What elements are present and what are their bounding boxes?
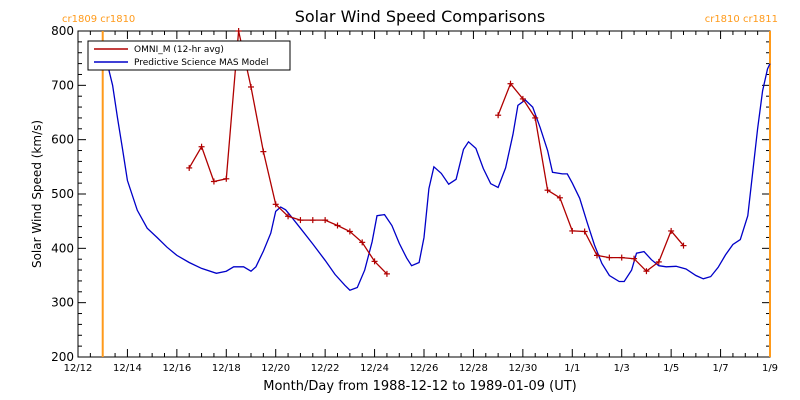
legend-label-omni: OMNI_M (12-hr avg) bbox=[134, 45, 224, 55]
x-tick-label: 12/18 bbox=[212, 363, 241, 374]
omni-data-point bbox=[309, 217, 316, 224]
omni-data-point bbox=[643, 268, 650, 275]
x-tick-label: 1/5 bbox=[663, 363, 679, 374]
y-axis-label: Solar Wind Speed (km/s) bbox=[30, 120, 44, 268]
rotation-markers-layer bbox=[101, 31, 771, 357]
omni-data-point bbox=[260, 148, 267, 155]
omni-data-point bbox=[532, 114, 539, 121]
omni-data-point bbox=[668, 227, 675, 234]
legend-box bbox=[87, 40, 291, 71]
omni-data-point bbox=[495, 112, 502, 119]
legend: OMNI_M (12-hr avg) Predictive Science MAS… bbox=[87, 40, 291, 71]
y-tick-label: 700 bbox=[51, 78, 74, 92]
y-tick-label: 800 bbox=[51, 24, 74, 38]
x-tick-label: 12/22 bbox=[311, 363, 340, 374]
model-series-line bbox=[102, 61, 771, 291]
omni-data-point bbox=[223, 175, 230, 182]
y-tick-label: 600 bbox=[51, 133, 74, 147]
omni-data-point bbox=[680, 242, 687, 249]
chart-title: Solar Wind Speed Comparisons bbox=[295, 7, 546, 26]
omni-data-point bbox=[359, 239, 366, 246]
omni-data-point bbox=[507, 80, 514, 87]
x-tick-label: 12/30 bbox=[508, 363, 537, 374]
omni-data-point bbox=[272, 201, 279, 208]
x-tick-label: 12/16 bbox=[162, 363, 191, 374]
x-tick-label: 12/12 bbox=[64, 363, 93, 374]
omni-data-point bbox=[655, 258, 662, 265]
x-axis-label: Month/Day from 1988-12-12 to 1989-01-09 … bbox=[263, 379, 576, 394]
x-tick-label: 1/1 bbox=[564, 363, 580, 374]
omni-data-point bbox=[322, 217, 329, 224]
omni-data-point bbox=[371, 258, 378, 265]
omni-data-point bbox=[519, 95, 526, 102]
x-tick-label: 1/9 bbox=[762, 363, 778, 374]
omni-data-point bbox=[346, 228, 353, 235]
omni-data-point bbox=[334, 222, 341, 229]
omni-data-point bbox=[594, 252, 600, 259]
x-tick-label: 12/20 bbox=[261, 363, 290, 374]
omni-data-point bbox=[544, 187, 551, 194]
legend-label-model: Predictive Science MAS Model bbox=[134, 58, 269, 68]
omni-data-point bbox=[631, 255, 638, 262]
x-tick-label: 12/14 bbox=[113, 363, 142, 374]
plot-frame bbox=[77, 30, 771, 358]
y-tick-label: 500 bbox=[51, 187, 74, 201]
axes-layer: 200 300 400 500 600 700 800 12/12 12/14 12/16 12/1… bbox=[51, 24, 778, 374]
omni-data-point bbox=[235, 28, 242, 34]
x-tick-label: 12/28 bbox=[459, 363, 488, 374]
x-tick-label: 1/7 bbox=[713, 363, 729, 374]
omni-data-point bbox=[556, 194, 563, 201]
omni-series-line bbox=[497, 82, 684, 273]
cr-label-right: cr1810 cr1811 bbox=[705, 14, 778, 25]
y-tick-label: 400 bbox=[51, 241, 74, 255]
omni-data-point bbox=[210, 178, 217, 185]
omni-data-point bbox=[297, 217, 304, 224]
omni-data-point bbox=[198, 143, 205, 150]
omni-data-point bbox=[581, 228, 588, 235]
omni-data-point bbox=[569, 227, 576, 234]
cr-label-left: cr1809 cr1810 bbox=[62, 14, 135, 25]
x-tick-label: 12/24 bbox=[360, 363, 389, 374]
omni-data-point bbox=[606, 254, 613, 261]
omni-data-point bbox=[285, 213, 292, 220]
omni-data-point bbox=[186, 164, 193, 171]
omni-data-point bbox=[618, 254, 625, 261]
omni-data-point bbox=[248, 83, 254, 90]
series-layer bbox=[102, 28, 771, 291]
x-tick-label: 1/3 bbox=[614, 363, 630, 374]
y-tick-label: 300 bbox=[51, 296, 74, 310]
omni-data-point bbox=[383, 270, 390, 277]
y-tick-label: 200 bbox=[51, 350, 74, 364]
x-tick-label: 12/26 bbox=[410, 363, 439, 374]
